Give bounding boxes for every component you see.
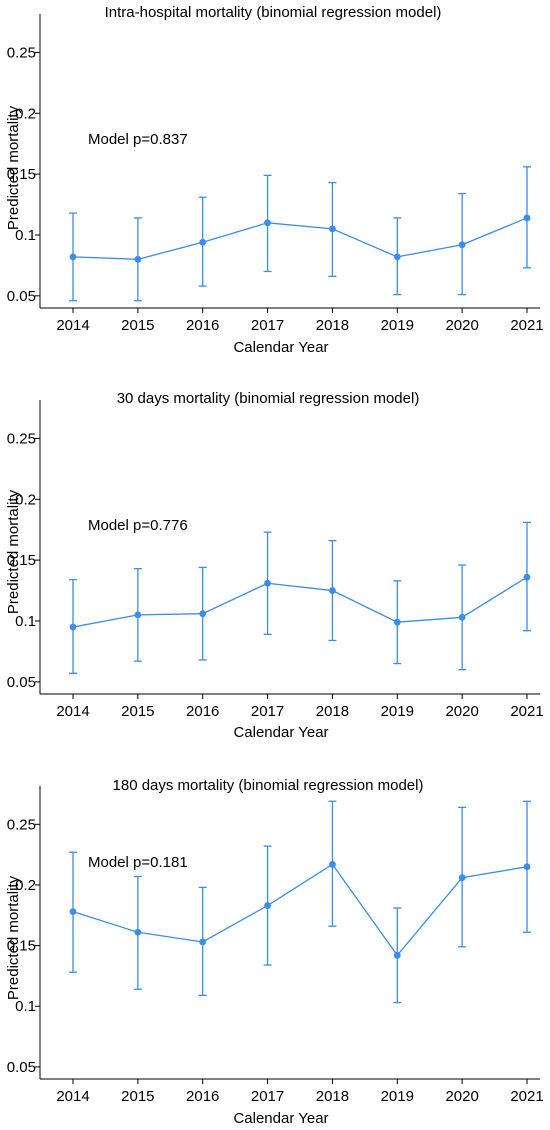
data-point (458, 613, 466, 621)
data-point (199, 238, 207, 246)
y-tick-label: 0.1 (15, 998, 36, 1015)
x-tick-label: 2021 (510, 703, 543, 720)
x-tick-label: 2018 (316, 703, 349, 720)
data-point (393, 951, 401, 959)
y-tick-label: 0.05 (7, 674, 36, 691)
x-axis-label: Calendar Year (233, 724, 328, 741)
model-p-annotation: Model p=0.837 (88, 131, 188, 148)
y-axis-label: Predicted mortality (5, 875, 22, 1000)
x-tick-label: 2020 (445, 1088, 478, 1105)
data-point (199, 938, 207, 946)
x-tick-label: 2019 (381, 1088, 414, 1105)
x-tick-label: 2019 (381, 703, 414, 720)
x-tick-label: 2015 (121, 1088, 154, 1105)
data-point (134, 928, 142, 936)
y-tick-label: 0.2 (15, 105, 36, 122)
plot-area: 0.05 0.1 0.15 0.2 0.25 2014 2015 2016 2017 2018 20… (7, 14, 544, 334)
data-point (134, 255, 142, 263)
y-tick-label: 0.2 (15, 877, 36, 894)
x-tick-label: 2016 (186, 317, 219, 334)
y-tick-label: 0.15 (7, 938, 36, 955)
data-point (393, 618, 401, 626)
y-tick-label: 0.15 (7, 552, 36, 569)
data-point (134, 611, 142, 619)
series-line (72, 217, 528, 260)
x-tick-label: 2016 (186, 1088, 219, 1105)
data-point (264, 579, 271, 587)
x-axis-label: Calendar Year (233, 1110, 328, 1127)
x-tick-label: 2015 (121, 703, 154, 720)
y-tick-label: 0.2 (15, 491, 36, 508)
data-point (199, 610, 207, 618)
data-point (329, 860, 336, 868)
y-tick-label: 0.15 (7, 166, 36, 183)
series-line (72, 863, 528, 957)
y-axis-label: Predicted mortality (5, 489, 22, 614)
chart-title: 30 days mortality (binomial regression m… (117, 390, 420, 407)
x-tick-label: 2020 (445, 703, 478, 720)
data-point (523, 863, 531, 871)
x-tick-label: 2020 (445, 317, 478, 334)
model-p-annotation: Model p=0.181 (88, 854, 188, 871)
data-point (523, 214, 531, 222)
x-tick-label: 2018 (316, 317, 349, 334)
data-point (69, 253, 77, 261)
x-tick-label: 2016 (186, 703, 219, 720)
data-point (329, 587, 336, 594)
y-tick-label: 0.1 (15, 227, 36, 244)
x-tick-label: 2019 (381, 317, 414, 334)
y-tick-label: 0.25 (7, 816, 36, 833)
data-point (264, 219, 271, 227)
data-point (264, 902, 271, 909)
chart-panel-intra-hospital: Intra-hospital mortality (binomial regre… (0, 0, 550, 376)
x-tick-label: 2014 (56, 317, 89, 334)
data-point (523, 573, 531, 581)
chart-svg-intra-hospital: Intra-hospital mortality (binomial regre… (5, 4, 544, 356)
data-point (69, 908, 77, 916)
chart-panel-180-days: 180 days mortality (binomial regression … (0, 752, 550, 1128)
y-tick-label: 0.05 (7, 288, 36, 305)
chart-svg-180-days: 180 days mortality (binomial regression … (5, 777, 544, 1127)
x-tick-label: 2014 (56, 1088, 89, 1105)
data-point (329, 225, 336, 233)
x-tick-label: 2014 (56, 703, 89, 720)
chart-svg-30-days: 30 days mortality (binomial regression m… (5, 390, 544, 741)
model-p-annotation: Model p=0.776 (88, 517, 188, 534)
data-point (393, 253, 401, 261)
plot-area: 0.05 0.1 0.15 0.2 0.25 2014 2015 2016 2017 2018 20… (7, 400, 544, 720)
y-axis-label: Predicted mortality (5, 105, 22, 230)
data-point (458, 241, 466, 249)
x-tick-label: 2017 (251, 317, 284, 334)
y-tick-label: 0.05 (7, 1059, 36, 1076)
series-line (72, 576, 528, 628)
x-axis-label: Calendar Year (233, 339, 328, 356)
x-tick-label: 2015 (121, 317, 154, 334)
chart-title: Intra-hospital mortality (binomial regre… (105, 4, 442, 21)
x-tick-label: 2021 (510, 317, 543, 334)
y-tick-label: 0.25 (7, 430, 36, 447)
chart-title: 180 days mortality (binomial regression … (113, 777, 424, 794)
x-tick-label: 2017 (251, 703, 284, 720)
y-tick-label: 0.25 (7, 44, 36, 61)
chart-panel-30-days: 30 days mortality (binomial regression m… (0, 376, 550, 752)
x-tick-label: 2018 (316, 1088, 349, 1105)
y-tick-label: 0.1 (15, 613, 36, 630)
x-tick-label: 2021 (510, 1088, 543, 1105)
data-point (458, 874, 466, 882)
x-tick-label: 2017 (251, 1088, 284, 1105)
data-point (69, 623, 77, 631)
plot-area: 0.05 0.1 0.15 0.2 0.25 2014 2015 2016 2017 2018 20… (7, 786, 544, 1105)
